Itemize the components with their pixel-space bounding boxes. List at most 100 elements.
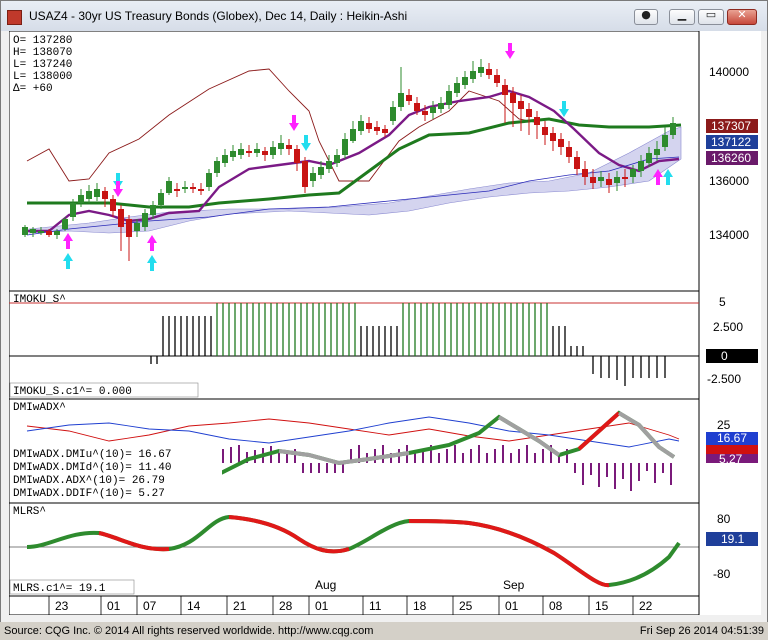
day-label: 15: [595, 599, 609, 613]
up-candle: [214, 161, 220, 173]
dmi-badge-red: [706, 445, 758, 454]
ichimoku-badge: [706, 349, 758, 363]
price-panel[interactable]: [9, 31, 700, 292]
up-candle: [470, 71, 476, 79]
price-badges: 137307 137122 136260: [706, 119, 758, 165]
down-candle: [526, 109, 532, 117]
down-candle: [566, 147, 572, 157]
day-label: 28: [279, 599, 293, 613]
day-label: 21: [233, 599, 247, 613]
mlrs-tick-neg80: -80: [713, 567, 731, 581]
down-candle: [558, 139, 564, 147]
down-candle: [126, 219, 132, 237]
app-icon: [7, 10, 22, 25]
price-tick-140000: 140000: [709, 65, 749, 79]
down-candle: [102, 191, 108, 199]
up-candle: [334, 155, 340, 163]
up-candle: [342, 139, 348, 155]
down-candle: [110, 199, 116, 211]
dmi-badge-purple-text: 5.27: [719, 452, 743, 466]
day-label: 01: [107, 599, 121, 613]
price-tick-134000: 134000: [709, 228, 749, 242]
down-candle: [622, 177, 628, 179]
title-bar[interactable]: USAZ4 - 30yr US Treasury Bonds (Globex),…: [1, 1, 767, 31]
up-candle: [206, 173, 212, 187]
magenta-down-arrow: [505, 43, 515, 59]
datetime-text: Fri Sep 26 2014 04:51:39: [639, 625, 764, 637]
adx-flat-segment: [617, 411, 676, 459]
price-badge-blue-text: 137122: [711, 135, 751, 149]
down-candle: [286, 145, 292, 149]
down-candle: [414, 103, 420, 111]
ohlc-close: L= 138000: [13, 71, 72, 83]
ichimoku-tick-neg2500: -2.500: [707, 372, 741, 386]
day-label: 11: [369, 599, 382, 613]
price-badge-purple: [706, 151, 758, 165]
down-candle: [46, 231, 52, 235]
down-candle: [542, 127, 548, 135]
month-label-aug: Aug: [315, 578, 336, 592]
up-candle: [86, 191, 92, 199]
up-candle: [638, 161, 644, 171]
up-candle: [454, 83, 460, 93]
ichimoku-label: IMOKU_S^: [13, 294, 66, 306]
ohlc-open: O= 137280: [13, 35, 72, 47]
ichimoku-badge-text: 0: [721, 349, 728, 363]
magenta-up-arrow: [63, 233, 73, 249]
day-label: 14: [187, 599, 201, 613]
day-label: 01: [505, 599, 519, 613]
down-candle: [382, 129, 388, 133]
mlrs-value-label: MLRS.c1^= 19.1: [13, 583, 106, 595]
down-candle: [246, 151, 252, 153]
ichimoku-value-box: [9, 382, 199, 398]
ohlc-low: L= 137240: [13, 59, 72, 71]
chart-window: USAZ4 - 30yr US Treasury Bonds (Globex),…: [0, 0, 768, 624]
down-candle: [606, 179, 612, 185]
ichimoku-panel[interactable]: [9, 290, 700, 400]
dmi-label: DMIwADX^: [13, 402, 66, 414]
up-candle: [662, 135, 668, 147]
up-candle: [134, 223, 140, 231]
cyan-up-arrow: [147, 255, 157, 271]
down-candle: [494, 75, 500, 83]
down-candle: [590, 177, 596, 183]
cyan-up-arrow: [63, 253, 73, 269]
adx-down-segment: [577, 411, 621, 451]
up-candle: [390, 107, 396, 121]
restore-button[interactable]: ▭: [698, 8, 724, 25]
cyan-down-arrow: [301, 135, 311, 151]
restore-icon: ▭: [705, 8, 717, 21]
mlrs-badge: [706, 532, 758, 546]
mlrs-tick-80: 80: [717, 512, 731, 526]
up-candle: [462, 77, 468, 85]
up-candle: [630, 169, 636, 177]
up-candle: [254, 149, 260, 153]
day-label: 01: [315, 599, 329, 613]
up-candle: [278, 143, 284, 149]
down-candle: [198, 189, 204, 191]
window-menu-button[interactable]: ●: [634, 8, 658, 25]
up-candle: [310, 173, 316, 181]
up-candle: [358, 121, 364, 131]
up-candle: [614, 177, 620, 183]
senkou-a-line: [27, 117, 682, 209]
up-candle: [326, 161, 332, 169]
magenta-up-arrow: [147, 235, 157, 251]
up-candle: [94, 189, 100, 197]
minimize-button[interactable]: ▁: [669, 8, 695, 25]
up-candle: [182, 187, 188, 189]
down-candle: [366, 123, 372, 129]
ichimoku-tick-2500: 2.500: [713, 320, 743, 334]
up-candle: [646, 153, 652, 163]
ddif-bars: [222, 445, 672, 491]
up-candle: [238, 149, 244, 155]
day-label: 07: [143, 599, 157, 613]
candles-group: [22, 59, 676, 261]
down-candle: [550, 133, 556, 141]
close-button[interactable]: ✕: [727, 8, 757, 25]
ohlc-delta: Δ= +60: [13, 83, 53, 95]
chart-canvas[interactable]: O= 137280 H= 138070 L= 137240 L= 138000 …: [9, 31, 761, 615]
down-candle: [294, 149, 300, 163]
dmi-tick-25: 25: [717, 418, 731, 432]
up-candle: [158, 193, 164, 205]
